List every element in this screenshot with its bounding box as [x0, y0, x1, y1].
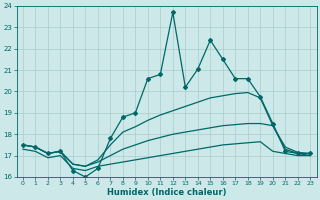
X-axis label: Humidex (Indice chaleur): Humidex (Indice chaleur) [107, 188, 226, 197]
